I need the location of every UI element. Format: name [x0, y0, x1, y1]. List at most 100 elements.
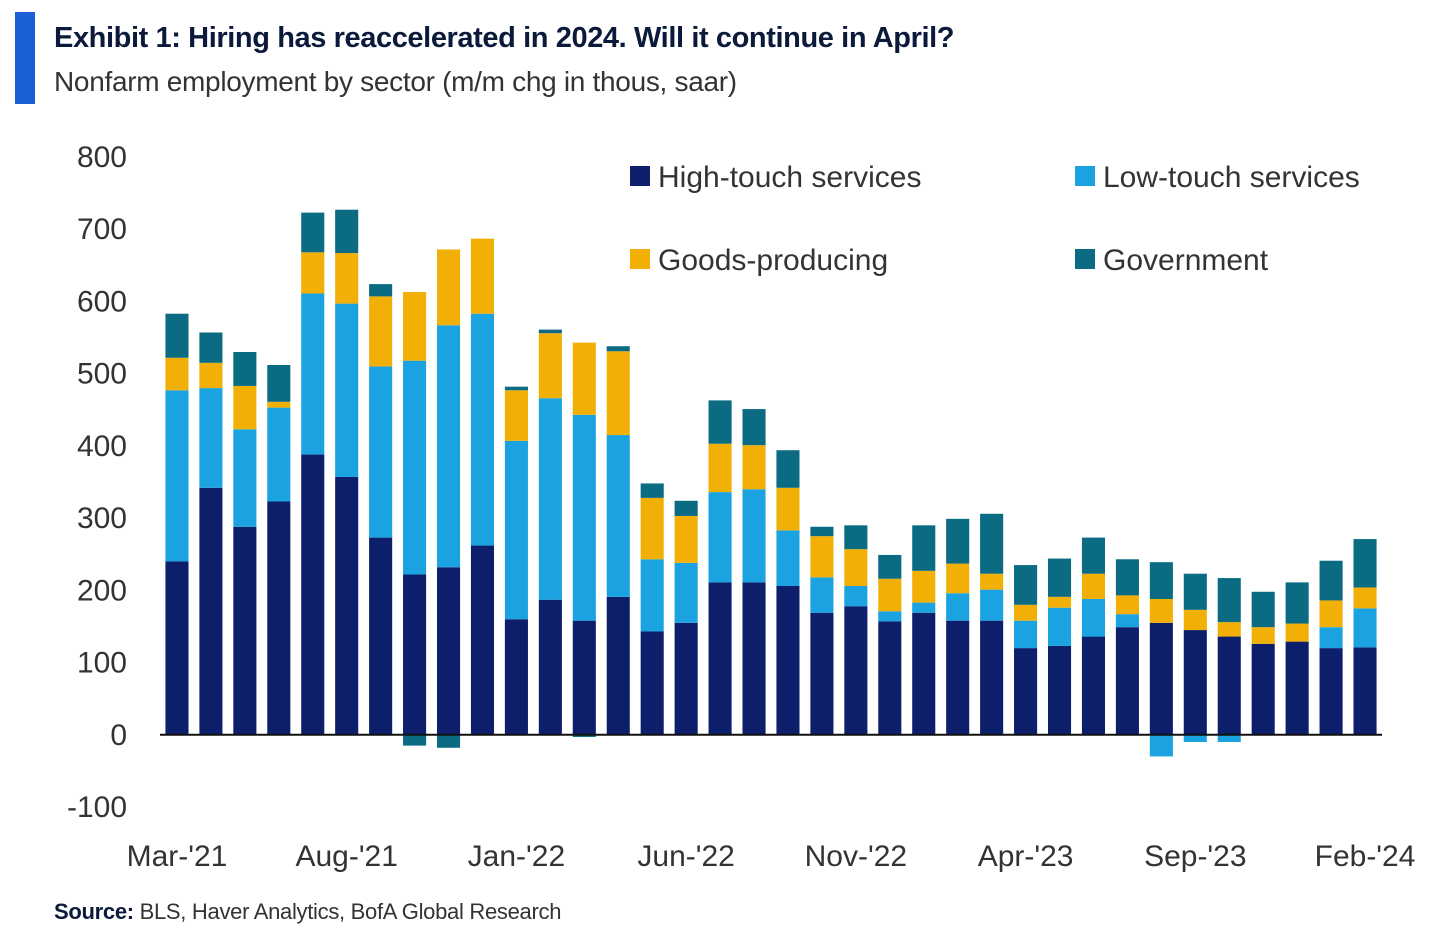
bar-segment-0-3: [267, 501, 291, 735]
bar-segment-0-1: [199, 487, 223, 735]
bar-segment-0-7: [403, 574, 427, 735]
bar-segment-0-35: [1353, 647, 1377, 735]
bar-segment-2-33: [1285, 623, 1309, 642]
bar-segment-3-30: [1183, 573, 1207, 610]
bar-segment-3-20: [844, 525, 868, 550]
bar-segment-3-17: [742, 409, 766, 446]
bar-segment-1-25: [1014, 620, 1038, 649]
bar-segment-1-0: [165, 390, 189, 562]
y-axis-ticks: -100 0 100 200 300 400 500 600 700 800: [67, 141, 127, 824]
legend-swatch-3: [1075, 249, 1095, 269]
bar-segment-1-9: [470, 313, 495, 546]
bar-segment-2-21: [878, 578, 902, 612]
x-tick-label: Jun-'22: [637, 840, 734, 873]
bar-segment-2-5: [335, 253, 359, 304]
bar-segment-3-0: [165, 313, 189, 358]
legend-swatch-1: [1075, 166, 1095, 186]
bar-segment-2-7: [403, 292, 427, 361]
bar-segment-0-6: [369, 537, 393, 735]
bar-segment-3-3: [267, 365, 291, 402]
y-tick-label: 200: [77, 574, 127, 607]
bar-segment-0-18: [776, 586, 800, 735]
bar-segment-1-24: [980, 589, 1004, 621]
bar-segment-2-3: [267, 401, 291, 408]
bar-segment-1-35: [1353, 608, 1377, 648]
bar-segment-2-25: [1014, 604, 1038, 621]
bar-segment-0-16: [708, 582, 732, 735]
bar-segment-0-23: [946, 620, 970, 735]
y-tick-label: 600: [77, 285, 127, 318]
bar-segment-3-35: [1353, 539, 1377, 588]
bar-segment-2-0: [165, 357, 189, 391]
bar-segment-1-14: [640, 559, 664, 632]
bar-segment-0-8: [436, 567, 461, 735]
bar-segment-0-29: [1149, 622, 1173, 735]
x-axis-ticks: Mar-'21 Aug-'21 Jan-'22 Jun-'22 Nov-'22 Apr-'…: [127, 840, 1416, 873]
bar-segment-2-27: [1081, 573, 1106, 599]
bar-segment-0-24: [980, 620, 1004, 735]
y-tick-label: 700: [77, 213, 127, 246]
bar-segment-2-10: [504, 390, 528, 441]
legend-label-0: High-touch services: [658, 161, 921, 194]
bar-segment-3-28: [1115, 559, 1139, 596]
bar-segment-2-15: [674, 515, 698, 563]
accent-bar: [15, 12, 35, 104]
bar-segment-3-1: [199, 332, 223, 363]
bar-segment-0-26: [1047, 645, 1072, 735]
bar-segment-1-7: [403, 360, 427, 575]
bar-segment-0-22: [912, 612, 936, 735]
legend-label-1: Low-touch services: [1103, 161, 1360, 194]
bar-segment-1-29: [1149, 734, 1173, 757]
bar-segment-3-10: [504, 386, 528, 391]
legend: High-touch services Low-touch services Goo…: [630, 161, 1360, 277]
bar-segment-3-32: [1251, 591, 1275, 628]
chart-title: Exhibit 1: Hiring has reaccelerated in 2…: [54, 22, 955, 54]
bar-segment-3-12: [572, 734, 596, 737]
bar-segment-2-22: [912, 570, 936, 603]
y-tick-label: 500: [77, 358, 127, 391]
bar-segment-2-24: [980, 573, 1004, 590]
legend-label-2: Goods-producing: [658, 244, 888, 277]
bar-segment-3-21: [878, 554, 902, 579]
bar-segment-3-19: [810, 526, 834, 537]
bar-segment-0-32: [1251, 643, 1275, 735]
bar-segment-1-18: [776, 530, 800, 586]
source-text: BLS, Haver Analytics, BofA Global Resear…: [133, 899, 562, 924]
bar-segment-2-14: [640, 497, 664, 560]
bar-segment-0-30: [1183, 630, 1207, 735]
bar-segment-1-16: [708, 492, 732, 583]
bar-segment-1-1: [199, 388, 223, 488]
legend-label-3: Government: [1103, 244, 1269, 277]
bar-segment-0-31: [1217, 636, 1241, 735]
bar-segment-3-34: [1319, 560, 1343, 601]
bar-segment-2-20: [844, 549, 868, 586]
bar-segment-0-27: [1081, 636, 1106, 735]
chart-subtitle: Nonfarm employment by sector (m/m chg in…: [54, 66, 737, 97]
bar-segment-2-28: [1115, 595, 1139, 615]
bar-segment-1-4: [301, 293, 325, 455]
bar-segment-1-12: [572, 414, 596, 621]
bar-segment-3-11: [538, 329, 562, 334]
bar-segment-0-12: [572, 620, 596, 735]
bar-segment-3-29: [1149, 562, 1173, 599]
y-tick-label: 0: [110, 719, 127, 752]
bar-segment-0-21: [878, 621, 902, 735]
legend-swatch-0: [630, 166, 650, 186]
bar-segment-1-8: [436, 325, 461, 568]
bar-segment-2-30: [1183, 609, 1207, 631]
x-tick-label: Sep-'23: [1144, 840, 1246, 873]
bar-segment-1-17: [742, 489, 766, 583]
bar-segment-3-22: [912, 525, 936, 571]
bar-segment-2-11: [538, 333, 562, 399]
bar-segment-0-15: [674, 622, 698, 735]
y-tick-label: 300: [77, 502, 127, 535]
bar-segment-1-27: [1081, 599, 1106, 637]
bar-segment-3-14: [640, 483, 664, 498]
bar-segment-2-23: [946, 563, 970, 594]
bar-segment-0-19: [810, 612, 834, 735]
bar-segment-1-23: [946, 593, 970, 621]
bar-segment-0-17: [742, 582, 766, 735]
x-tick-label: Feb-'24: [1315, 840, 1416, 873]
bar-segment-3-2: [233, 352, 257, 386]
